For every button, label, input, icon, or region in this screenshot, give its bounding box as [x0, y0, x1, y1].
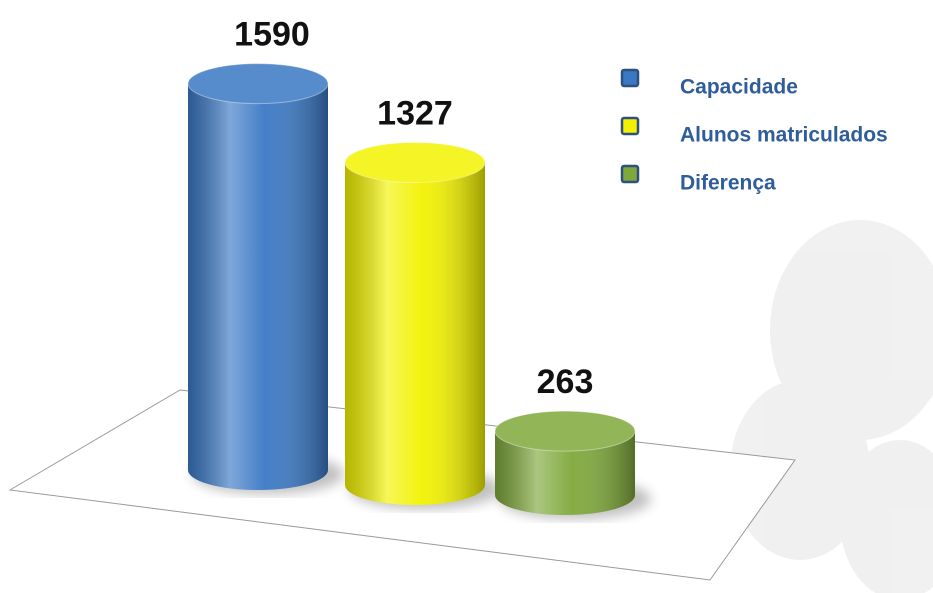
cylinder-shading [345, 162, 485, 505]
cylinder-top-shading [188, 63, 328, 104]
cylinder-top [494, 410, 636, 452]
legend-label: Capacidade [680, 76, 798, 99]
legend-swatch [620, 116, 640, 136]
legend-swatch [620, 68, 640, 88]
cylinder-top-shading [345, 142, 485, 183]
data-label: 1590 [234, 16, 310, 54]
cylinder-shading [495, 431, 635, 515]
background-ornament [730, 220, 933, 593]
plot-area: 1590 1327 263 [187, 16, 651, 519]
cylinder-top [344, 142, 486, 184]
cylinder-top-shading [495, 411, 635, 452]
legend-label: Diferença [680, 172, 776, 195]
legend: Capacidade Alunos matriculados Diferença [620, 68, 888, 195]
cylinder-top [187, 63, 329, 105]
legend-swatch [620, 164, 640, 184]
data-label: 263 [537, 363, 594, 401]
data-label: 1327 [377, 95, 453, 133]
cylinder-shading [188, 83, 328, 490]
legend-label: Alunos matriculados [680, 124, 888, 147]
